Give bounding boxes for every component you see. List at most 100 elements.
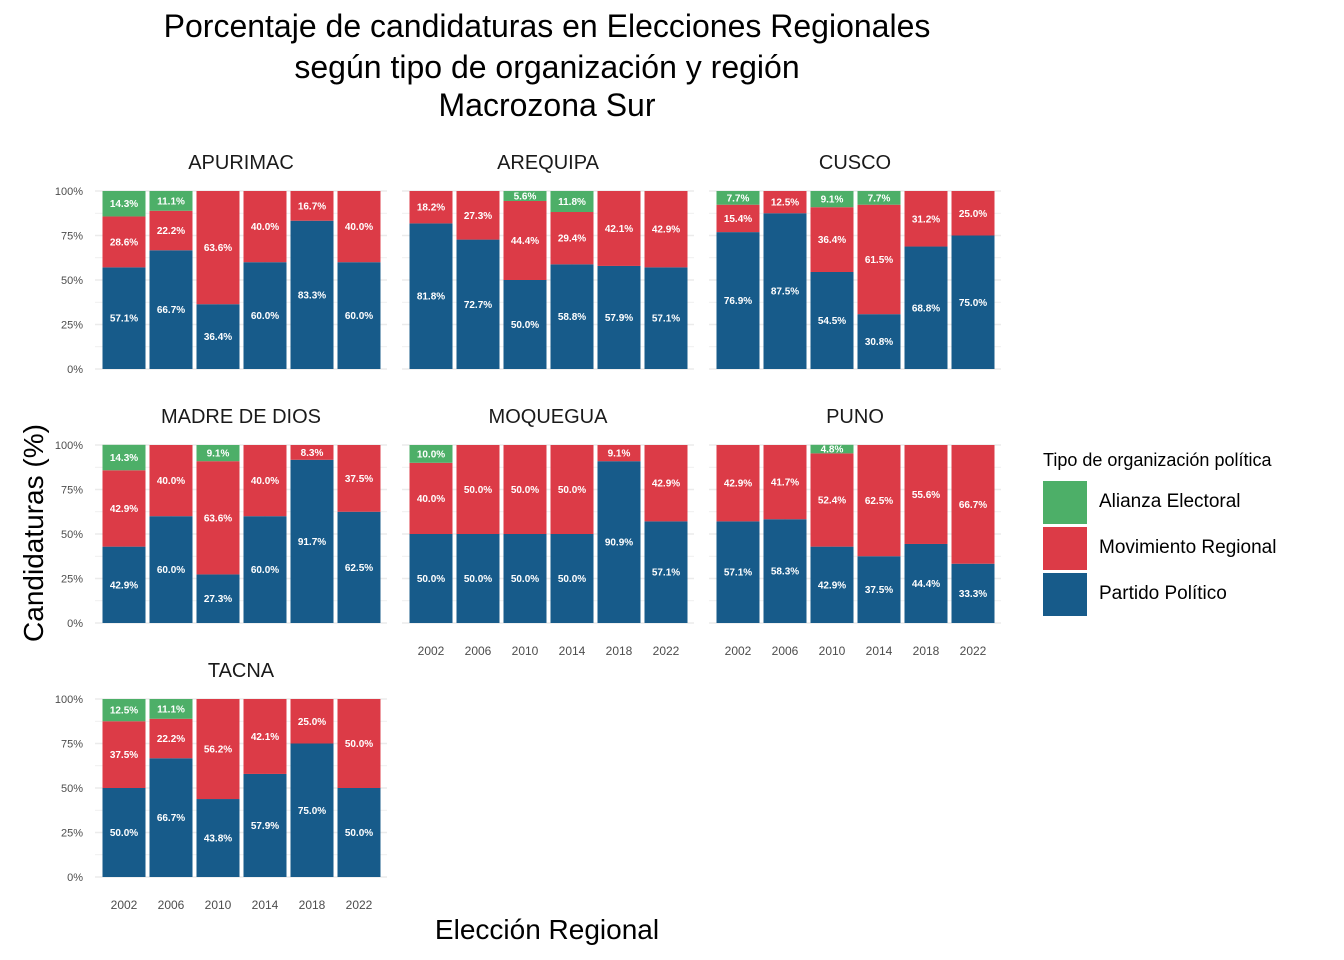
data-label: 42.9% — [652, 225, 680, 236]
legend-key-movimiento — [1043, 526, 1087, 570]
bar-segment — [149, 191, 193, 211]
bar-segment — [550, 212, 594, 265]
legend-label-alianza: Alianza Electoral — [1099, 491, 1241, 512]
data-label: 58.8% — [558, 312, 586, 323]
data-label: 5.6% — [514, 191, 537, 202]
bar-segment — [597, 265, 641, 369]
panel-puno: PUNO 57.1% 42.9% 58.3% 41.7% 42.9% 52.4% 4.8% 37… — [709, 406, 1001, 658]
data-label: 76.9% — [724, 296, 752, 307]
data-label: 57.9% — [251, 821, 279, 832]
data-label: 60.0% — [157, 565, 185, 576]
data-label: 15.4% — [724, 214, 752, 225]
bar-segment — [102, 699, 146, 722]
bar-segment — [196, 699, 240, 800]
data-label: 22.2% — [157, 226, 185, 237]
panel-arequipa: AREQUIPA 81.8% 18.2% 72.7% 27.3% 50.0% 44.4% 5.… — [402, 152, 694, 370]
y-tick-label: 75% — [61, 231, 83, 243]
bar-segment — [644, 191, 688, 268]
x-tick-label: 2006 — [465, 644, 492, 658]
panel-title: AREQUIPA — [497, 152, 600, 174]
data-label: 42.9% — [110, 504, 138, 515]
data-label: 33.3% — [959, 589, 987, 600]
bar-segment — [102, 191, 146, 217]
bar-segment — [290, 191, 334, 221]
data-label: 37.5% — [865, 585, 893, 596]
data-label: 40.0% — [345, 222, 373, 233]
bar-segment — [644, 267, 688, 369]
bar-segment — [810, 444, 854, 454]
data-label: 9.1% — [821, 195, 844, 206]
bar-segment — [102, 788, 146, 877]
bar-segment — [409, 191, 453, 224]
legend: Tipo de organización política Alianza El… — [1043, 450, 1276, 617]
bar-segment — [503, 200, 547, 280]
data-label: 12.5% — [771, 198, 799, 209]
data-label: 44.4% — [912, 579, 940, 590]
bar-segment — [102, 444, 146, 471]
data-label: 30.8% — [865, 337, 893, 348]
data-label: 50.0% — [511, 320, 539, 331]
bar-segment — [763, 445, 807, 520]
bar-segment — [904, 246, 948, 369]
data-label: 50.0% — [511, 485, 539, 496]
panel-title: PUNO — [826, 406, 884, 428]
title-line-1: Porcentaje de candidaturas en Elecciones… — [163, 8, 931, 44]
x-tick-label: 2022 — [653, 644, 680, 658]
bar-segment — [904, 445, 948, 544]
data-label: 50.0% — [558, 574, 586, 585]
bar-segment — [550, 445, 594, 534]
bar-segment — [763, 191, 807, 214]
bar-segment — [337, 788, 381, 877]
y-tick-label: 75% — [61, 739, 83, 751]
y-tick-label: 25% — [61, 828, 83, 840]
bar-segment — [597, 461, 641, 623]
panel-moquegua: MOQUEGUA 50.0% 40.0% 10.0% 50.0% 50.0% 50.0% 50… — [402, 406, 694, 658]
data-label: 27.3% — [464, 211, 492, 222]
data-label: 14.3% — [110, 199, 138, 210]
data-label: 63.6% — [204, 513, 232, 524]
data-label: 52.4% — [818, 496, 846, 507]
data-label: 57.1% — [652, 568, 680, 579]
data-label: 42.9% — [110, 580, 138, 591]
y-tick-label: 100% — [55, 440, 83, 452]
data-label: 50.0% — [464, 574, 492, 585]
data-label: 61.5% — [865, 255, 893, 266]
x-tick-label: 2022 — [960, 644, 987, 658]
bar-segment — [644, 445, 688, 522]
bar-segment — [951, 445, 995, 564]
data-label: 83.3% — [298, 290, 326, 301]
data-label: 22.2% — [157, 734, 185, 745]
data-label: 81.8% — [417, 292, 445, 303]
bar-segment — [243, 699, 287, 774]
panel-apurimac: APURIMAC 0% 25% 50% 75% 100% 57.1% 28.6% 14.3% 66… — [55, 152, 387, 376]
panel-title: APURIMAC — [188, 152, 294, 174]
x-tick-label: 2018 — [913, 644, 940, 658]
y-tick-label: 0% — [67, 364, 83, 376]
data-label: 57.9% — [605, 313, 633, 324]
y-tick-label: 75% — [61, 485, 83, 497]
data-label: 57.1% — [724, 568, 752, 579]
data-label: 36.4% — [818, 235, 846, 246]
bar-segment — [716, 445, 760, 522]
y-tick-label: 0% — [67, 618, 83, 630]
bar-segment — [810, 546, 854, 623]
data-label: 58.3% — [771, 567, 799, 578]
data-label: 36.4% — [204, 332, 232, 343]
data-label: 14.3% — [110, 453, 138, 464]
data-label: 18.2% — [417, 203, 445, 214]
bar-segment — [904, 543, 948, 623]
bar-segment — [102, 216, 146, 268]
data-label: 31.2% — [912, 214, 940, 225]
panel-title: MADRE DE DIOS — [161, 406, 321, 428]
legend-key-alianza — [1043, 480, 1087, 524]
bar-segment — [456, 239, 500, 369]
x-tick-label: 2002 — [111, 898, 138, 912]
x-tick-label: 2010 — [819, 644, 846, 658]
data-label: 60.0% — [345, 311, 373, 322]
data-label: 25.0% — [959, 209, 987, 220]
legend-title: Tipo de organización política — [1043, 450, 1272, 470]
data-label: 63.6% — [204, 243, 232, 254]
x-tick-label: 2010 — [205, 898, 232, 912]
x-tick-label: 2010 — [512, 644, 539, 658]
